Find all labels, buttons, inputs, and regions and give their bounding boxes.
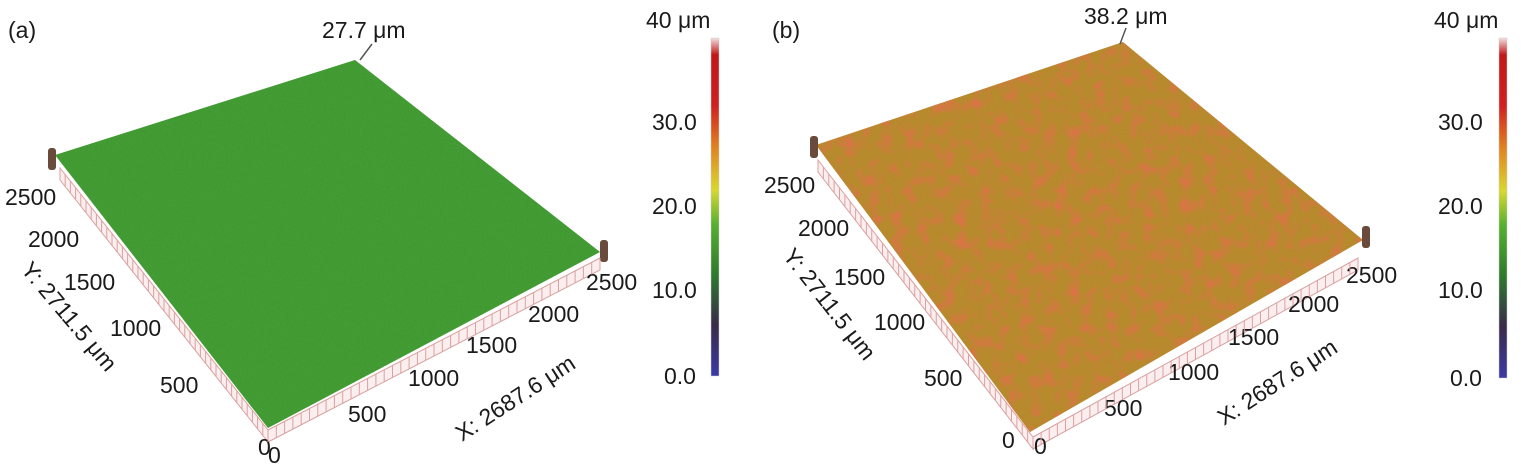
colorbar-tick: 0.0 <box>1450 365 1482 391</box>
y-tick: 500 <box>924 365 962 391</box>
surface-plot-a: (a) 27.7 μm 0 500 1000 1500 2000 2500 0 … <box>5 7 720 467</box>
colorbar-tick: 10.0 <box>1438 277 1483 303</box>
colorbar-tick: 20.0 <box>1438 193 1483 219</box>
corner-marker-right-b <box>1362 226 1370 248</box>
colorbar-max-label: 40 μm <box>1434 7 1498 33</box>
x-tick: 1000 <box>408 365 459 391</box>
x-tick: 500 <box>348 401 386 427</box>
colorbar-tick: 30.0 <box>1438 109 1483 135</box>
y-axis-title: Y: 2711.5 μm <box>778 243 881 365</box>
colorbar-tick: 10.0 <box>652 277 697 303</box>
y-tick: 1500 <box>834 264 885 290</box>
y-tick: 1000 <box>874 309 925 335</box>
panel-a: (a) 27.7 μm 0 500 1000 1500 2000 2500 0 … <box>0 0 767 467</box>
corner-marker-right-a <box>600 240 608 262</box>
y-tick: 0 <box>1002 427 1015 453</box>
grid-hatching <box>59 168 601 442</box>
colorbar-tick: 20.0 <box>652 193 697 219</box>
corner-marker-left-a <box>48 148 56 170</box>
color-scale-b: 40 μm 30.0 20.0 10.0 0.0 <box>1434 7 1508 391</box>
x-tick: 2000 <box>1288 291 1339 317</box>
panel-b: (b) 38.2 μm 0 500 1000 1500 2000 2500 0 … <box>764 0 1535 467</box>
colorbar-max-label: 40 μm <box>646 7 710 33</box>
grid-hatching <box>817 160 1359 449</box>
x-axis-title: X: 2687.6 μm <box>451 350 580 447</box>
panel-letter: (a) <box>8 17 36 43</box>
y-tick: 1000 <box>110 315 161 341</box>
x-tick: 500 <box>1104 395 1142 421</box>
x-tick: 1000 <box>1168 359 1219 385</box>
peak-height-label: 38.2 μm <box>1084 3 1168 29</box>
surface-peaks-b <box>816 42 1363 432</box>
surface-texture-a <box>55 60 600 428</box>
surface-plot-b: (b) 38.2 μm 0 500 1000 1500 2000 2500 0 … <box>764 3 1508 459</box>
color-scale-a: 40 μm 30.0 20.0 10.0 0.0 <box>646 7 720 389</box>
corner-marker-left-b <box>810 136 818 158</box>
colorbar-tick: 30.0 <box>652 109 697 135</box>
peak-leader-a <box>359 43 373 61</box>
peak-leader-b <box>1119 27 1127 45</box>
y-tick: 2500 <box>764 172 815 198</box>
x-tick: 2500 <box>1346 262 1397 288</box>
y-tick: 500 <box>160 372 198 398</box>
panel-letter: (b) <box>772 17 800 43</box>
x-tick: 2500 <box>586 269 637 295</box>
x-tick: 1500 <box>466 332 517 358</box>
y-tick: 1500 <box>64 269 115 295</box>
colorbar <box>1498 37 1508 379</box>
colorbar-tick: 0.0 <box>664 363 696 389</box>
x-tick: 2000 <box>528 301 579 327</box>
colorbar <box>710 37 720 377</box>
y-tick: 2000 <box>28 226 79 252</box>
x-tick: 0 <box>1034 433 1047 459</box>
y-tick: 2500 <box>5 184 56 210</box>
peak-height-label: 27.7 μm <box>322 17 406 43</box>
x-tick: 0 <box>268 442 281 467</box>
y-tick: 2000 <box>798 215 849 241</box>
